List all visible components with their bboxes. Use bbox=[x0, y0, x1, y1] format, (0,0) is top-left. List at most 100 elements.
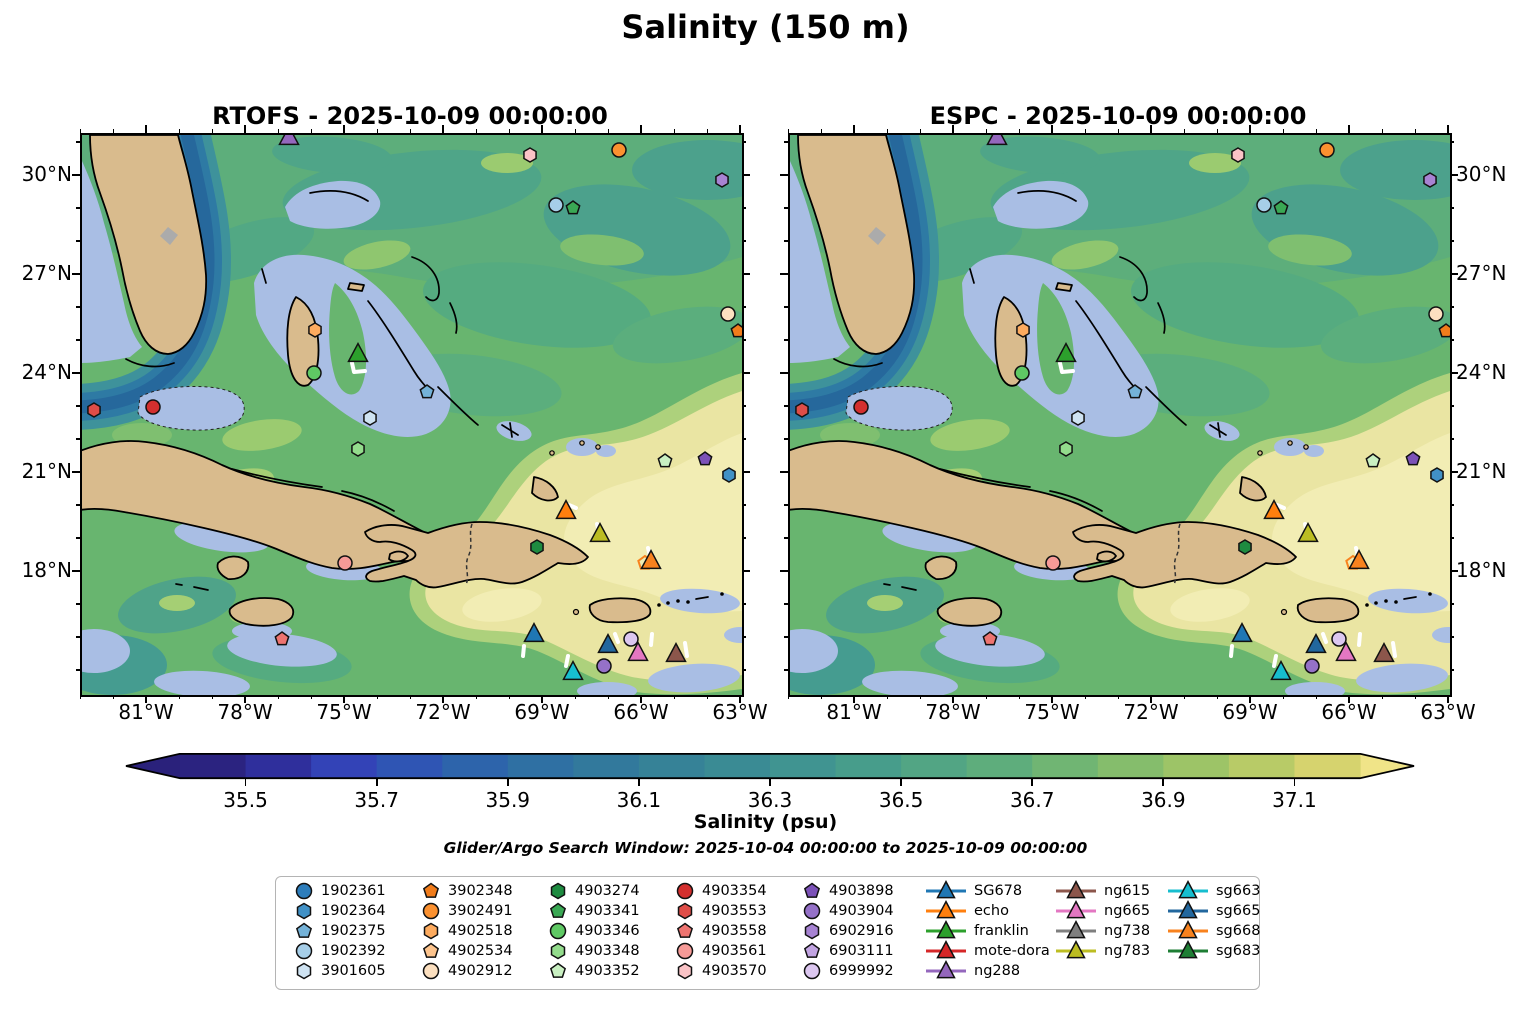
map-marker-echo bbox=[555, 498, 577, 520]
x-minor-tick bbox=[112, 695, 114, 699]
map-marker-6999992 bbox=[623, 631, 639, 647]
x-minor-tick bbox=[1183, 695, 1185, 699]
y-minor-tick bbox=[1450, 207, 1454, 209]
x-minor-tick bbox=[112, 129, 114, 133]
legend-label-1902361: 1902361 bbox=[321, 883, 386, 899]
legend-glyph-6902916 bbox=[804, 922, 820, 940]
y-minor-tick bbox=[76, 504, 80, 506]
map-marker-4903341 bbox=[565, 200, 581, 215]
map-marker-sg668 bbox=[640, 548, 662, 570]
y-major-tick bbox=[780, 569, 788, 572]
map-marker-3902491 bbox=[611, 142, 627, 158]
legend-marker-4903346 bbox=[548, 921, 568, 945]
legend-marker-6999992 bbox=[802, 961, 822, 985]
y-minor-tick bbox=[76, 405, 80, 407]
legend-label-4903354: 4903354 bbox=[702, 883, 767, 899]
colorbar-tick-label: 36.9 bbox=[1141, 788, 1186, 812]
glider-track bbox=[649, 632, 654, 647]
legend-label-4903341: 4903341 bbox=[575, 903, 640, 919]
legend-label-6999992: 6999992 bbox=[829, 963, 894, 979]
legend-label-1902392: 1902392 bbox=[321, 943, 386, 959]
colorbar-tick bbox=[769, 779, 771, 786]
legend-label-ng615: ng615 bbox=[1104, 883, 1151, 899]
legend-glyph-4903354 bbox=[676, 882, 694, 900]
legend-label-ng783: ng783 bbox=[1104, 943, 1151, 959]
x-major-tick bbox=[1249, 125, 1251, 133]
legend-glyph-sg665 bbox=[1178, 900, 1198, 919]
x-minor-tick bbox=[1018, 129, 1020, 133]
map-marker-4903570 bbox=[1231, 147, 1245, 163]
x-major-tick bbox=[541, 695, 543, 703]
y-major-tick bbox=[1450, 470, 1458, 473]
x-minor-tick bbox=[985, 129, 987, 133]
map-marker-4903352 bbox=[1365, 453, 1381, 468]
x-minor-tick bbox=[376, 695, 378, 699]
map-marker-4902912 bbox=[720, 306, 736, 322]
map-marker-ng615 bbox=[665, 641, 687, 663]
x-major-tick bbox=[853, 695, 855, 703]
legend-marker-ng738 bbox=[1054, 920, 1098, 946]
x-major-tick bbox=[1150, 125, 1152, 133]
legend-label-4903274: 4903274 bbox=[575, 883, 640, 899]
map-marker-4903898 bbox=[1405, 451, 1421, 466]
legend-label-franklin: franklin bbox=[974, 923, 1029, 939]
legend-label-6902916: 6902916 bbox=[829, 923, 894, 939]
x-tick-label: 63°W bbox=[1420, 700, 1476, 724]
x-minor-tick bbox=[79, 129, 81, 133]
y-minor-tick bbox=[742, 141, 746, 143]
y-tick-label-left: 24°N bbox=[21, 359, 72, 384]
salinity-field-espc bbox=[790, 135, 1450, 695]
map-marker-4903570 bbox=[523, 147, 537, 163]
y-minor-tick bbox=[742, 339, 746, 341]
legend-marker-4903570 bbox=[675, 961, 695, 985]
map-marker-4903274 bbox=[530, 539, 544, 555]
x-minor-tick bbox=[1084, 695, 1086, 699]
legend-label-4903348: 4903348 bbox=[575, 943, 640, 959]
x-major-tick bbox=[244, 695, 246, 703]
y-minor-tick bbox=[742, 669, 746, 671]
map-marker-4903553 bbox=[87, 402, 101, 418]
legend-glyph-4903352 bbox=[549, 962, 567, 978]
y-tick-label-left: 27°N bbox=[21, 260, 72, 285]
legend-glyph-franklin bbox=[936, 920, 956, 939]
legend-marker-4903904 bbox=[802, 901, 822, 925]
y-tick-label-left: 21°N bbox=[21, 458, 72, 483]
map-marker-franklin bbox=[1055, 341, 1077, 363]
legend-marker-4903274 bbox=[548, 881, 568, 905]
legend-marker-4903898 bbox=[802, 881, 822, 905]
x-minor-tick bbox=[508, 129, 510, 133]
x-major-tick bbox=[1150, 695, 1152, 703]
y-tick-label-right: 24°N bbox=[1456, 359, 1507, 384]
legend-marker-1902392 bbox=[294, 941, 314, 965]
y-major-tick bbox=[1450, 569, 1458, 572]
map-marker-SG678 bbox=[1231, 621, 1253, 643]
y-major-tick bbox=[72, 371, 80, 374]
map-marker-ng288 bbox=[986, 135, 1008, 146]
x-tick-label: 72°W bbox=[415, 700, 471, 724]
map-marker-echo bbox=[1263, 498, 1285, 520]
map-marker-1902375 bbox=[1127, 384, 1143, 399]
colorbar-tick bbox=[1031, 779, 1034, 786]
map-marker-3902348 bbox=[1438, 323, 1450, 338]
colorbar-tick bbox=[244, 779, 247, 786]
x-major-tick bbox=[442, 125, 444, 133]
x-major-tick bbox=[739, 695, 741, 703]
y-major-tick bbox=[780, 173, 788, 176]
colorbar-label: Salinity (psu) bbox=[693, 811, 838, 833]
x-major-tick bbox=[145, 125, 147, 133]
y-minor-tick bbox=[1450, 669, 1454, 671]
x-tick-label: 69°W bbox=[1222, 700, 1278, 724]
legend-label-4902534: 4902534 bbox=[448, 943, 513, 959]
x-minor-tick bbox=[277, 695, 279, 699]
legend-label-4903898: 4903898 bbox=[829, 883, 894, 899]
legend-glyph-6903111 bbox=[803, 942, 821, 958]
x-minor-tick bbox=[1414, 129, 1416, 133]
legend-marker-sg683 bbox=[1166, 940, 1210, 966]
x-major-tick bbox=[739, 125, 741, 133]
legend-glyph-4903348 bbox=[550, 942, 566, 960]
legend-marker-echo bbox=[924, 900, 968, 926]
y-minor-tick bbox=[784, 240, 788, 242]
legend-marker-4903553 bbox=[675, 901, 695, 925]
x-minor-tick bbox=[919, 695, 921, 699]
glider-track bbox=[1321, 632, 1328, 644]
